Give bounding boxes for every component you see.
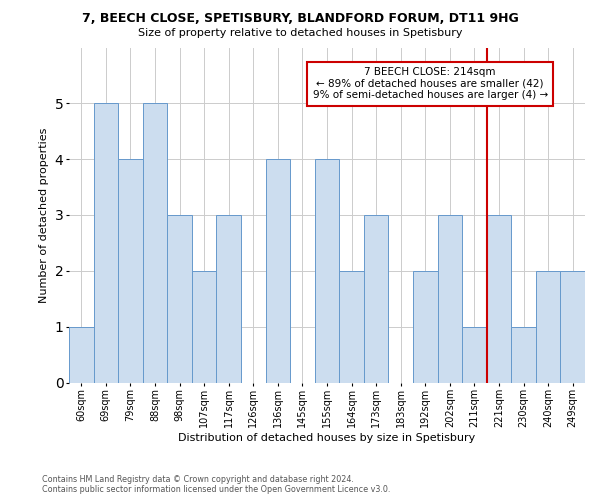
Bar — [339, 271, 364, 382]
Text: 7, BEECH CLOSE, SPETISBURY, BLANDFORD FORUM, DT11 9HG: 7, BEECH CLOSE, SPETISBURY, BLANDFORD FO… — [82, 12, 518, 26]
Text: Size of property relative to detached houses in Spetisbury: Size of property relative to detached ho… — [138, 28, 462, 38]
Bar — [462, 326, 487, 382]
Bar — [266, 159, 290, 382]
Bar — [94, 104, 118, 382]
Bar — [192, 271, 217, 382]
Text: 7 BEECH CLOSE: 214sqm
← 89% of detached houses are smaller (42)
9% of semi-detac: 7 BEECH CLOSE: 214sqm ← 89% of detached … — [313, 67, 548, 100]
Text: Contains HM Land Registry data © Crown copyright and database right 2024.
Contai: Contains HM Land Registry data © Crown c… — [42, 474, 391, 494]
Bar — [217, 215, 241, 382]
Bar — [536, 271, 560, 382]
Bar — [69, 326, 94, 382]
X-axis label: Distribution of detached houses by size in Spetisbury: Distribution of detached houses by size … — [178, 433, 476, 443]
Bar — [511, 326, 536, 382]
Bar — [437, 215, 462, 382]
Bar — [364, 215, 388, 382]
Bar — [167, 215, 192, 382]
Bar — [118, 159, 143, 382]
Bar — [487, 215, 511, 382]
Y-axis label: Number of detached properties: Number of detached properties — [39, 128, 49, 302]
Bar — [413, 271, 437, 382]
Bar — [560, 271, 585, 382]
Bar — [315, 159, 339, 382]
Bar — [143, 104, 167, 382]
